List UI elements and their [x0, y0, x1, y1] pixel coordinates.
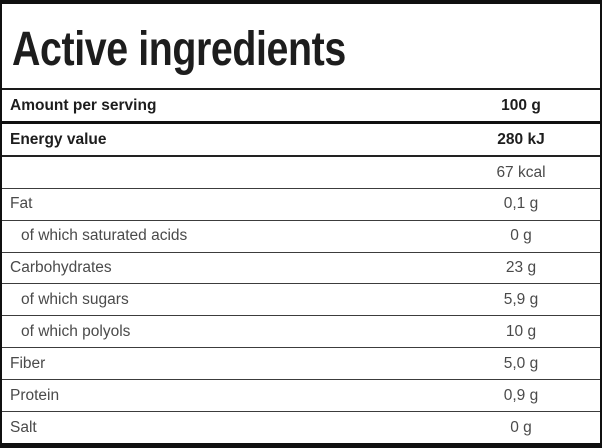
row-value: 23 g	[505, 259, 537, 277]
table-row: of which sugars 5,9 g	[2, 284, 600, 317]
row-value: 5,0 g	[503, 354, 539, 372]
row-value: 0,9 g	[503, 386, 539, 404]
table-row: of which polyols 10 g	[2, 316, 600, 349]
table-row: of which saturated acids 0 g	[2, 221, 600, 253]
row-label: Energy value	[10, 130, 107, 148]
row-label: Amount per serving	[10, 96, 157, 114]
table-row: Fat 0,1 g	[2, 189, 600, 221]
table-row: 67 kcal	[2, 157, 600, 189]
table-rows: Amount per serving 100 g Energy value 28…	[2, 90, 600, 443]
row-value: 5,9 g	[503, 291, 539, 309]
row-value: 67 kcal	[496, 163, 546, 181]
table-row: Fiber 5,0 g	[2, 348, 600, 381]
table-row: Protein 0,9 g	[2, 380, 600, 413]
row-value: 100 g	[501, 96, 541, 114]
row-label: of which saturated acids	[21, 227, 188, 245]
table-row: Salt 0 g	[2, 412, 600, 443]
row-value: 10 g	[505, 323, 537, 341]
row-label: Salt	[10, 418, 37, 436]
row-label: Carbohydrates	[10, 259, 112, 277]
row-label: of which sugars	[21, 291, 129, 309]
table-row: Carbohydrates 23 g	[2, 253, 600, 285]
table-row: Energy value 280 kJ	[2, 124, 600, 157]
row-value: 0,1 g	[503, 195, 539, 213]
table-row: Amount per serving 100 g	[2, 90, 600, 124]
table-title: Active ingredients	[12, 22, 346, 76]
row-value: 0 g	[510, 227, 532, 245]
table-header: Active ingredients	[2, 4, 600, 90]
row-value: 0 g	[510, 418, 532, 436]
row-label: Fiber	[10, 354, 46, 372]
row-value: 280 kJ	[497, 130, 545, 148]
row-label: Protein	[10, 386, 60, 404]
row-label: of which polyols	[21, 323, 131, 341]
row-label: Fat	[10, 195, 33, 213]
